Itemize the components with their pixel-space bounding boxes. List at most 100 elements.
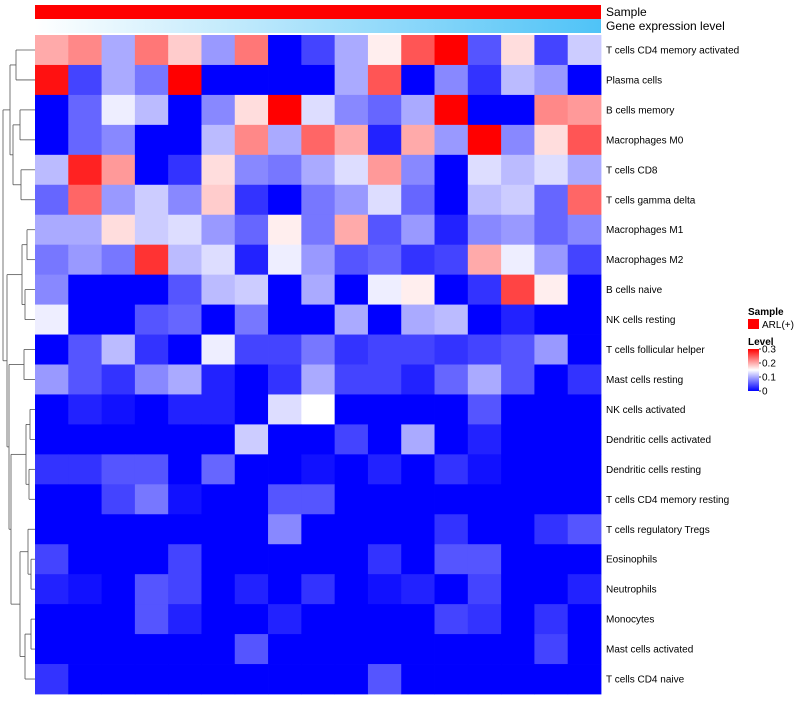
heatmap-cell xyxy=(401,664,435,695)
heatmap-cell xyxy=(567,634,602,665)
heatmap-cell xyxy=(101,94,136,126)
legend-sample-title: Sample xyxy=(748,307,784,318)
heatmap-cell xyxy=(168,364,202,395)
heatmap-cell xyxy=(367,274,402,305)
heatmap-cell xyxy=(134,574,169,605)
heatmap-cell xyxy=(534,514,569,545)
heatmap-cell xyxy=(101,424,136,455)
heatmap-cell xyxy=(268,574,302,605)
heatmap-cell xyxy=(534,334,569,365)
heatmap-cell xyxy=(467,634,502,665)
heatmap-cell xyxy=(268,394,302,425)
heatmap-cell xyxy=(134,544,169,575)
heatmap-cell xyxy=(68,574,102,605)
heatmap-cell xyxy=(401,514,435,545)
heatmap-cell xyxy=(467,184,502,216)
heatmap-cell xyxy=(301,364,336,395)
heatmap-cell xyxy=(334,544,369,575)
heatmap-cell xyxy=(401,484,435,515)
row-label: Dendritic cells resting xyxy=(606,465,701,476)
heatmap-cell xyxy=(268,274,302,305)
heatmap-cell xyxy=(467,274,502,305)
heatmap-cell xyxy=(68,634,102,665)
heatmap-cell xyxy=(234,94,269,126)
heatmap-cell xyxy=(301,64,336,96)
heatmap-cell xyxy=(334,604,369,635)
heatmap-cell xyxy=(301,484,336,515)
heatmap-cell xyxy=(201,124,236,156)
heatmap-cell xyxy=(534,244,569,276)
heatmap-cell xyxy=(201,184,236,216)
heatmap-cell xyxy=(567,514,602,545)
heatmap-cell xyxy=(401,154,435,186)
heatmap-cell xyxy=(434,304,469,335)
heatmap-cell xyxy=(501,484,535,515)
heatmap-cell xyxy=(168,94,202,126)
heatmap-cell xyxy=(367,544,402,575)
heatmap-cell xyxy=(567,124,602,156)
heatmap-cell xyxy=(201,154,236,186)
row-label: Neutrophils xyxy=(606,585,657,596)
heatmap-cell xyxy=(268,154,302,186)
heatmap-cell xyxy=(134,424,169,455)
row-label: T cells gamma delta xyxy=(606,195,696,206)
heatmap-cell xyxy=(301,604,336,635)
heatmap-cell xyxy=(35,544,69,575)
heatmap-cell xyxy=(567,484,602,515)
heatmap-cell xyxy=(234,304,269,335)
heatmap-cell xyxy=(168,304,202,335)
row-label: Mast cells activated xyxy=(606,645,693,656)
heatmap-cell xyxy=(268,424,302,455)
heatmap-cell xyxy=(401,544,435,575)
row-label: NK cells activated xyxy=(606,405,685,416)
heatmap-cell xyxy=(567,454,602,485)
heatmap-cell xyxy=(501,424,535,455)
heatmap-cell xyxy=(201,35,236,66)
heatmap-cell xyxy=(35,334,69,365)
heatmap-cell xyxy=(567,394,602,425)
heatmap-cell xyxy=(35,64,69,96)
heatmap-cell xyxy=(367,244,402,276)
heatmap-cell xyxy=(334,334,369,365)
heatmap-cell xyxy=(234,35,269,66)
heatmap-cell xyxy=(334,454,369,485)
heatmap-cell xyxy=(234,394,269,425)
row-label: Macrophages M2 xyxy=(606,255,684,266)
heatmap-cell xyxy=(134,154,169,186)
heatmap-cell xyxy=(201,394,236,425)
heatmap-cell xyxy=(268,94,302,126)
heatmap-cell xyxy=(534,664,569,695)
heatmap-cell xyxy=(201,664,236,695)
heatmap-cell xyxy=(268,124,302,156)
heatmap-cell xyxy=(301,214,336,246)
heatmap-cell xyxy=(301,664,336,695)
heatmap-cell xyxy=(467,544,502,575)
heatmap-cell xyxy=(567,604,602,635)
heatmap-cell xyxy=(434,604,469,635)
heatmap-cell xyxy=(68,184,102,216)
heatmap-cell xyxy=(268,334,302,365)
heatmap-cell xyxy=(534,304,569,335)
heatmap-cell xyxy=(35,184,69,216)
heatmap-cell xyxy=(168,274,202,305)
heatmap-cell xyxy=(35,124,69,156)
heatmap-cell xyxy=(434,274,469,305)
heatmap-cell xyxy=(434,244,469,276)
heatmap-cell xyxy=(134,634,169,665)
heatmap-cell xyxy=(401,184,435,216)
heatmap-cell xyxy=(268,484,302,515)
heatmap-cell xyxy=(168,394,202,425)
row-labels: T cells CD4 memory activated Plasma cells… xyxy=(606,45,739,685)
legend: Sample ARL(+) Level 0.3 0.2 0.1 0 xyxy=(748,307,794,398)
heatmap-cell xyxy=(334,634,369,665)
heatmap-cell xyxy=(35,364,69,395)
heatmap-cell xyxy=(201,334,236,365)
heatmap-cell xyxy=(168,154,202,186)
heatmap-cell xyxy=(234,574,269,605)
heatmap-cell xyxy=(68,124,102,156)
row-label: Eosinophils xyxy=(606,555,657,566)
heatmap-cell xyxy=(467,424,502,455)
row-label: NK cells resting xyxy=(606,315,675,326)
heatmap-cell xyxy=(434,214,469,246)
heatmap-cell xyxy=(367,664,402,695)
